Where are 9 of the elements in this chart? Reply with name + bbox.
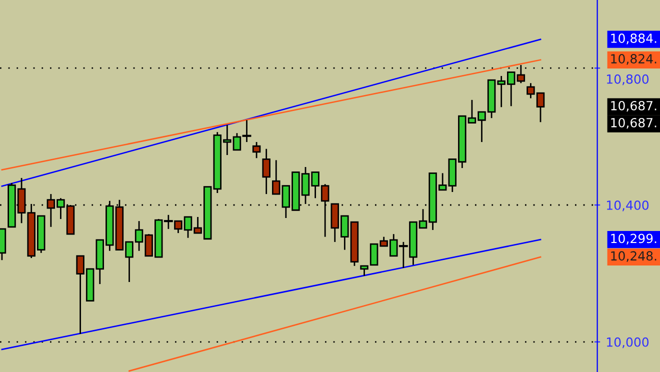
- text: 10,687.: [611, 100, 656, 112]
- text: 10,884.: [611, 34, 656, 44]
- y-tick-label: 10,400: [607, 200, 649, 212]
- text: 10,248.: [611, 251, 656, 262]
- y-tick-label: 10,800: [607, 74, 649, 86]
- text: 10,687.: [611, 118, 656, 129]
- text: 10,299.: [611, 234, 656, 244]
- text: 10,824.: [611, 54, 656, 65]
- y-tick-label: 10,000: [607, 337, 649, 348]
